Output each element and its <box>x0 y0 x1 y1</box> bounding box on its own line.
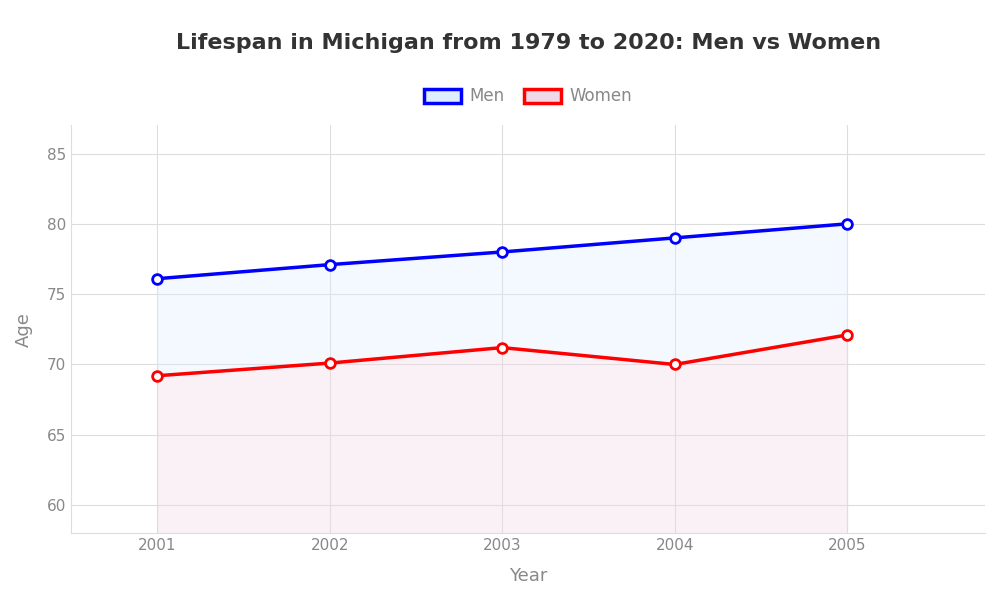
X-axis label: Year: Year <box>509 567 547 585</box>
Legend: Men, Women: Men, Women <box>418 81 639 112</box>
Y-axis label: Age: Age <box>15 312 33 347</box>
Title: Lifespan in Michigan from 1979 to 2020: Men vs Women: Lifespan in Michigan from 1979 to 2020: … <box>176 33 881 53</box>
